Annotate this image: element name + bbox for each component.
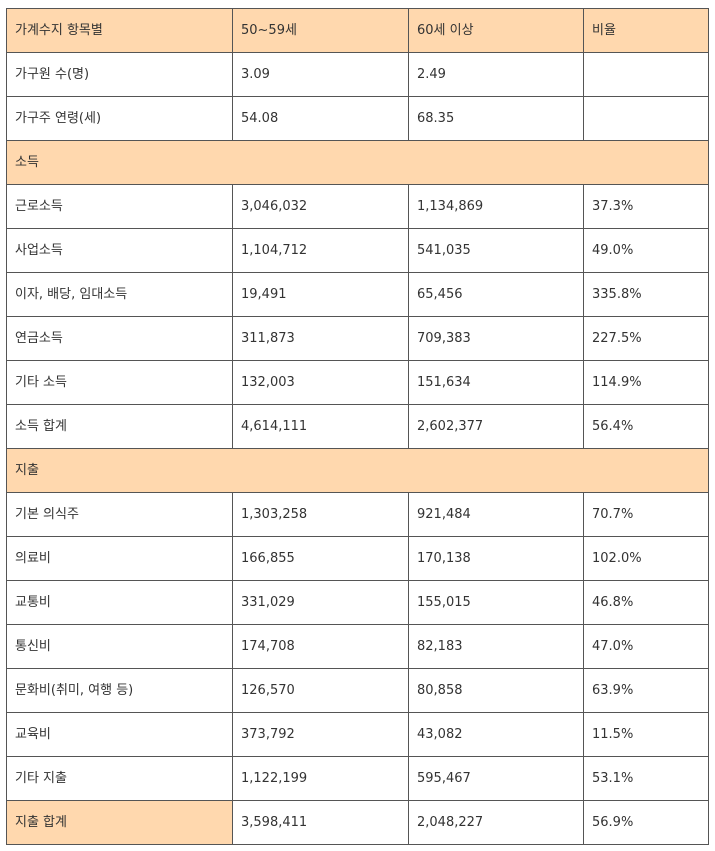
value-ratio: 47.0%: [583, 624, 709, 669]
table-row: 소득 합계 4,614,111 2,602,377 56.4%: [6, 404, 709, 449]
table-container: 가계수지 항목별 50~59세 60세 이상 비율 가구원 수(명) 3.09 …: [6, 8, 709, 845]
row-label: 의료비: [6, 536, 233, 581]
table-row: 기본 의식주 1,303,258 921,484 70.7%: [6, 492, 709, 537]
table-row: 사업소득 1,104,712 541,035 49.0%: [6, 228, 709, 273]
value-60-plus: 170,138: [408, 536, 584, 581]
value-50-59: 54.08: [232, 96, 409, 141]
value-60-plus: 2,602,377: [408, 404, 584, 449]
value-ratio: 11.5%: [583, 712, 709, 757]
row-label: 소득 합계: [6, 404, 233, 449]
row-label: 기타 소득: [6, 360, 233, 405]
value-50-59: 3,046,032: [232, 184, 409, 229]
header-age-50-59: 50~59세: [232, 8, 409, 53]
table-row: 기타 지출 1,122,199 595,467 53.1%: [6, 756, 709, 801]
value-50-59: 1,122,199: [232, 756, 409, 801]
row-label: 통신비: [6, 624, 233, 669]
row-label: 가구주 연령(세): [6, 96, 233, 141]
value-ratio: 102.0%: [583, 536, 709, 581]
row-label: 사업소득: [6, 228, 233, 273]
value-ratio: 70.7%: [583, 492, 709, 537]
value-ratio: 114.9%: [583, 360, 709, 405]
value-50-59: 1,104,712: [232, 228, 409, 273]
table-row: 기타 소득 132,003 151,634 114.9%: [6, 360, 709, 405]
value-ratio: 227.5%: [583, 316, 709, 361]
row-label: 이자, 배당, 임대소득: [6, 272, 233, 317]
value-60-plus: 709,383: [408, 316, 584, 361]
value-ratio: 63.9%: [583, 668, 709, 713]
table-row: 가구원 수(명) 3.09 2.49: [6, 52, 709, 97]
row-label: 문화비(취미, 여행 등): [6, 668, 233, 713]
value-ratio: 53.1%: [583, 756, 709, 801]
table-row: 의료비 166,855 170,138 102.0%: [6, 536, 709, 581]
section-title-income: 소득: [6, 140, 709, 185]
header-row: 가계수지 항목별 50~59세 60세 이상 비율: [6, 8, 709, 53]
value-ratio: [583, 52, 709, 97]
value-50-59: 3.09: [232, 52, 409, 97]
table-row: 문화비(취미, 여행 등) 126,570 80,858 63.9%: [6, 668, 709, 713]
value-50-59: 3,598,411: [232, 800, 409, 845]
value-60-plus: 43,082: [408, 712, 584, 757]
table-row: 연금소득 311,873 709,383 227.5%: [6, 316, 709, 361]
value-ratio: 335.8%: [583, 272, 709, 317]
row-label: 기본 의식주: [6, 492, 233, 537]
value-60-plus: 65,456: [408, 272, 584, 317]
value-60-plus: 82,183: [408, 624, 584, 669]
header-age-60-plus: 60세 이상: [408, 8, 584, 53]
row-label: 기타 지출: [6, 756, 233, 801]
section-row-expense: 지출: [6, 448, 709, 493]
value-60-plus: 921,484: [408, 492, 584, 537]
value-60-plus: 541,035: [408, 228, 584, 273]
row-label: 연금소득: [6, 316, 233, 361]
value-ratio: [583, 96, 709, 141]
header-ratio: 비율: [583, 8, 709, 53]
value-50-59: 4,614,111: [232, 404, 409, 449]
household-budget-table: 가계수지 항목별 50~59세 60세 이상 비율 가구원 수(명) 3.09 …: [6, 8, 709, 845]
table-row: 교통비 331,029 155,015 46.8%: [6, 580, 709, 625]
table-row: 가구주 연령(세) 54.08 68.35: [6, 96, 709, 141]
value-60-plus: 151,634: [408, 360, 584, 405]
header-item: 가계수지 항목별: [6, 8, 233, 53]
value-ratio: 37.3%: [583, 184, 709, 229]
row-label: 교육비: [6, 712, 233, 757]
value-50-59: 174,708: [232, 624, 409, 669]
value-50-59: 19,491: [232, 272, 409, 317]
value-ratio: 56.9%: [583, 800, 709, 845]
value-50-59: 132,003: [232, 360, 409, 405]
table-row: 근로소득 3,046,032 1,134,869 37.3%: [6, 184, 709, 229]
value-60-plus: 80,858: [408, 668, 584, 713]
value-50-59: 311,873: [232, 316, 409, 361]
value-50-59: 126,570: [232, 668, 409, 713]
value-ratio: 56.4%: [583, 404, 709, 449]
value-60-plus: 2,048,227: [408, 800, 584, 845]
value-50-59: 1,303,258: [232, 492, 409, 537]
value-ratio: 46.8%: [583, 580, 709, 625]
value-60-plus: 155,015: [408, 580, 584, 625]
section-row-income: 소득: [6, 140, 709, 185]
row-label: 근로소득: [6, 184, 233, 229]
value-50-59: 373,792: [232, 712, 409, 757]
value-60-plus: 68.35: [408, 96, 584, 141]
row-label: 가구원 수(명): [6, 52, 233, 97]
value-50-59: 331,029: [232, 580, 409, 625]
row-label: 지출 합계: [6, 800, 233, 845]
value-60-plus: 595,467: [408, 756, 584, 801]
value-60-plus: 2.49: [408, 52, 584, 97]
value-60-plus: 1,134,869: [408, 184, 584, 229]
row-label: 교통비: [6, 580, 233, 625]
value-50-59: 166,855: [232, 536, 409, 581]
table-row: 이자, 배당, 임대소득 19,491 65,456 335.8%: [6, 272, 709, 317]
value-ratio: 49.0%: [583, 228, 709, 273]
expense-total-row: 지출 합계 3,598,411 2,048,227 56.9%: [6, 800, 709, 845]
table-row: 통신비 174,708 82,183 47.0%: [6, 624, 709, 669]
section-title-expense: 지출: [6, 448, 709, 493]
table-row: 교육비 373,792 43,082 11.5%: [6, 712, 709, 757]
